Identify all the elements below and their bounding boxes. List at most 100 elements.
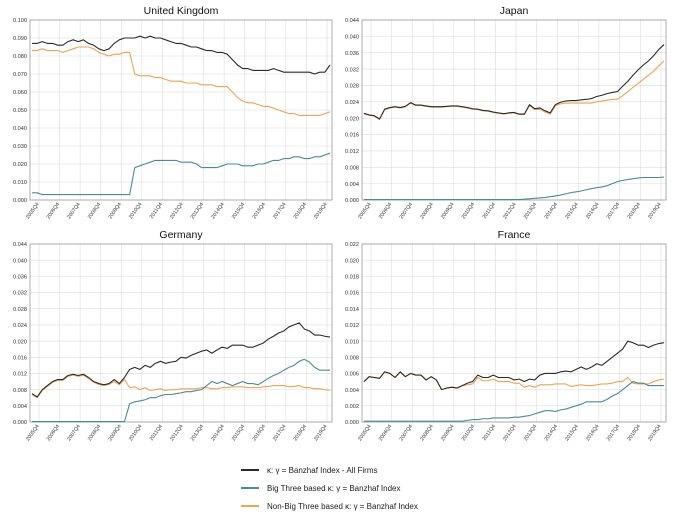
y-tick-united-kingdom-6: 0.060	[13, 90, 27, 96]
x-tick-france-10: 2015Q4	[564, 424, 580, 443]
y-tick-united-kingdom-8: 0.080	[13, 54, 27, 60]
legend-swatch-big-three	[241, 487, 259, 489]
y-tick-japan-0: 0.000	[345, 198, 359, 204]
y-tick-japan-11: 0.044	[345, 18, 359, 24]
y-tick-france-7: 0.014	[345, 307, 359, 313]
series-line-japan-all-firms	[363, 44, 665, 120]
x-tick-germany-7: 2012Q4	[169, 424, 185, 443]
y-tick-germany-9: 0.036	[13, 275, 27, 281]
legend: κ: γ = Banzhaf Index - All Firms Big Thr…	[241, 462, 641, 516]
x-tick-germany-12: 2017Q4	[272, 424, 288, 443]
y-tick-united-kingdom-10: 0.100	[13, 18, 27, 24]
y-tick-united-kingdom-4: 0.040	[13, 126, 27, 132]
y-tick-france-6: 0.012	[345, 323, 359, 329]
y-tick-united-kingdom-5: 0.050	[13, 108, 27, 114]
x-tick-france-4: 2009Q4	[440, 424, 456, 443]
x-tick-germany-2: 2007Q4	[66, 424, 82, 443]
legend-swatch-non-big-three	[241, 505, 259, 507]
y-tick-france-8: 0.016	[345, 291, 359, 297]
x-tick-united-kingdom-3: 2008Q4	[87, 202, 103, 221]
x-tick-france-8: 2013Q4	[523, 424, 539, 443]
x-tick-france-5: 2010Q4	[461, 424, 477, 443]
chart-canvas: United Kingdom 0.000 0.010 0.020 0.030 0.040 0…	[13, 5, 667, 443]
series-line-japan-big-three	[364, 176, 665, 201]
y-tick-japan-5: 0.020	[345, 116, 359, 122]
panel-title-united-kingdom: United Kingdom	[144, 5, 219, 17]
y-tick-germany-5: 0.020	[13, 339, 27, 345]
x-tick-united-kingdom-2: 2007Q4	[66, 202, 82, 221]
x-tick-france-13: 2018Q4	[626, 424, 642, 443]
series-line-france-all-firms	[363, 340, 665, 391]
x-tick-germany-6: 2011Q4	[149, 424, 164, 442]
y-tick-germany-4: 0.016	[13, 355, 27, 361]
legend-item-all-firms: κ: γ = Banzhaf Index - All Firms	[241, 462, 641, 478]
x-tick-united-kingdom-0: 2005Q4	[25, 202, 41, 221]
x-tick-japan-11: 2016Q4	[585, 202, 601, 221]
x-tick-japan-13: 2018Q4	[626, 202, 642, 221]
x-tick-france-11: 2016Q4	[585, 424, 601, 443]
series-line-germany-big-three	[32, 358, 330, 423]
legend-item-non-big-three: Non-Big Three based κ: γ = Banzhaf Index	[241, 498, 641, 514]
x-tick-japan-3: 2008Q4	[419, 202, 435, 221]
panel-title-japan: Japan	[500, 5, 529, 17]
legend-label-all-firms: κ: γ = Banzhaf Index - All Firms	[267, 465, 378, 475]
y-tick-japan-1: 0.004	[345, 182, 359, 188]
y-tick-united-kingdom-3: 0.030	[13, 144, 27, 150]
x-tick-france-1: 2006Q4	[378, 424, 394, 443]
y-tick-france-0: 0.000	[345, 420, 359, 426]
y-tick-france-10: 0.020	[345, 258, 359, 264]
y-tick-france-4: 0.008	[345, 355, 359, 361]
x-tick-japan-5: 2010Q4	[461, 202, 477, 221]
series-line-germany-non-big-three	[31, 374, 331, 399]
legend-label-non-big-three: Non-Big Three based κ: γ = Banzhaf Index	[267, 501, 418, 511]
x-tick-france-14: 2019Q4	[647, 424, 663, 443]
x-tick-germany-11: 2016Q4	[251, 424, 267, 443]
x-tick-united-kingdom-14: 2019Q4	[313, 202, 329, 221]
y-tick-japan-4: 0.016	[345, 133, 359, 139]
y-tick-france-11: 0.022	[345, 242, 359, 248]
y-tick-france-2: 0.004	[345, 388, 359, 394]
series-line-france-big-three	[364, 380, 664, 422]
x-tick-germany-10: 2015Q4	[231, 424, 247, 443]
x-tick-japan-14: 2019Q4	[647, 202, 663, 221]
y-tick-japan-10: 0.040	[345, 35, 359, 41]
x-tick-france-12: 2017Q4	[606, 424, 622, 443]
x-tick-united-kingdom-10: 2015Q4	[231, 202, 247, 221]
x-tick-united-kingdom-8: 2013Q4	[190, 202, 206, 221]
x-tick-japan-4: 2009Q4	[440, 202, 456, 221]
x-tick-germany-9: 2014Q4	[210, 424, 226, 443]
y-tick-united-kingdom-1: 0.010	[13, 180, 27, 186]
y-tick-germany-10: 0.040	[13, 258, 27, 264]
x-tick-france-2: 2007Q4	[399, 424, 415, 443]
x-tick-united-kingdom-11: 2016Q4	[251, 202, 267, 221]
y-tick-germany-2: 0.008	[13, 388, 27, 394]
panel-title-germany: Germany	[159, 229, 203, 241]
x-tick-germany-3: 2008Q4	[87, 424, 103, 443]
x-tick-united-kingdom-6: 2011Q4	[149, 202, 164, 220]
y-tick-germany-0: 0.000	[13, 420, 27, 426]
y-tick-japan-8: 0.032	[345, 67, 359, 73]
series-line-germany-all-firms	[31, 322, 331, 398]
y-tick-france-9: 0.018	[345, 275, 359, 281]
series-line-united-kingdom-big-three	[32, 152, 331, 196]
panel-france: France 0.000 0.002 0.004 0.006 0.008 0.010 0.01…	[345, 229, 667, 443]
plot-frame-japan	[361, 19, 667, 201]
x-tick-germany-1: 2006Q4	[46, 424, 62, 443]
x-tick-germany-14: 2019Q4	[313, 424, 329, 443]
x-tick-germany-5: 2010Q4	[128, 424, 144, 443]
x-tick-japan-7: 2012Q4	[502, 202, 518, 221]
x-tick-france-3: 2008Q4	[419, 424, 435, 443]
x-tick-france-0: 2005Q4	[357, 424, 373, 443]
y-tick-france-5: 0.010	[345, 339, 359, 345]
series-line-united-kingdom-all-firms	[32, 35, 331, 75]
x-tick-japan-9: 2014Q4	[544, 202, 560, 221]
x-tick-united-kingdom-4: 2009Q4	[107, 202, 123, 221]
x-tick-united-kingdom-1: 2006Q4	[46, 202, 62, 221]
x-tick-germany-13: 2018Q4	[293, 424, 309, 443]
legend-item-big-three: Big Three based κ: γ = Banzhaf Index	[241, 480, 641, 496]
x-tick-united-kingdom-12: 2017Q4	[272, 202, 288, 221]
x-tick-japan-2: 2007Q4	[399, 202, 415, 221]
series-line-united-kingdom-non-big-three	[32, 46, 331, 116]
y-tick-united-kingdom-2: 0.020	[13, 162, 27, 168]
